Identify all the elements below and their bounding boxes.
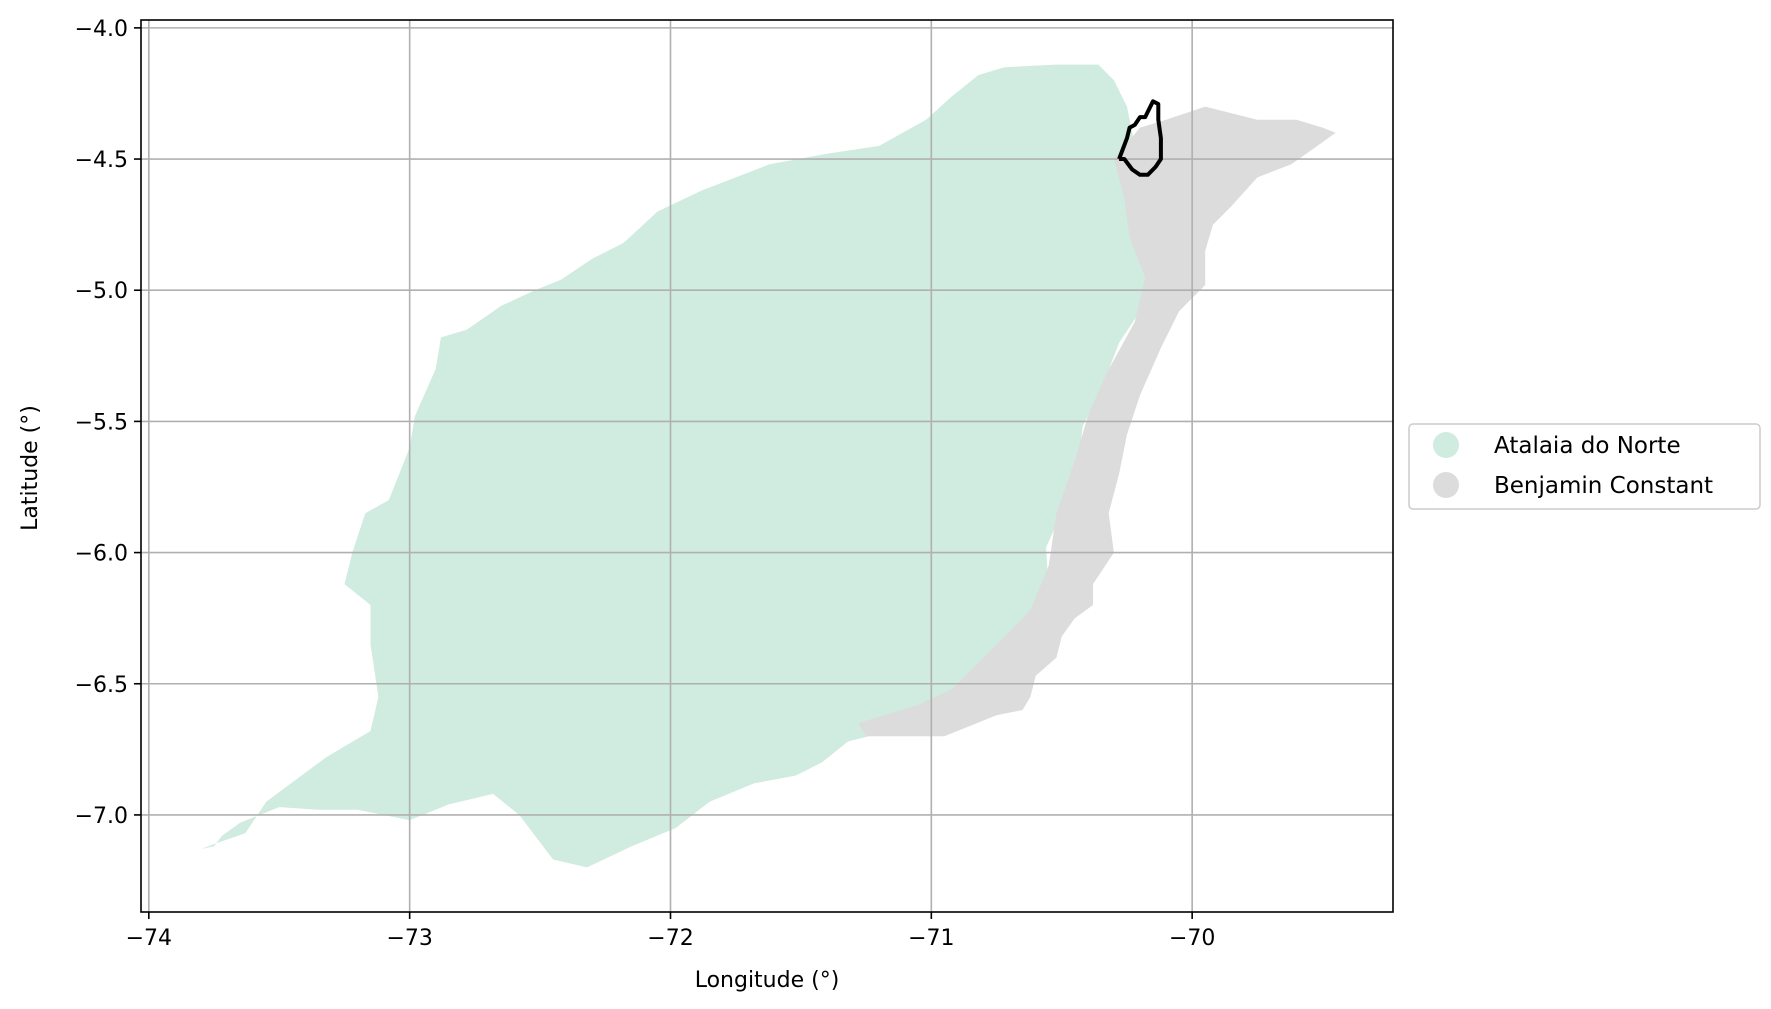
y-tick-label: −6.0 bbox=[75, 542, 128, 567]
y-tick-label: −7.0 bbox=[75, 804, 128, 829]
x-tick-label: −70 bbox=[1169, 926, 1215, 951]
x-tick-label: −71 bbox=[908, 926, 954, 951]
y-tick-label: −4.0 bbox=[75, 17, 128, 42]
legend-frame bbox=[1408, 423, 1761, 510]
y-tick-label: −5.0 bbox=[75, 279, 128, 304]
legend-label-atalaia-do-norte: Atalaia do Norte bbox=[1494, 433, 1681, 459]
x-tick-label: −72 bbox=[647, 926, 693, 951]
legend-marker-atalaia-do-norte bbox=[1433, 432, 1459, 458]
x-tick-label: −73 bbox=[386, 926, 432, 951]
plot-frame bbox=[140, 19, 1394, 913]
y-axis-ticks: −4.0 −4.5 −5.0 −5.5 −6.0 −6.5 −7.0 bbox=[75, 17, 141, 829]
x-axis-label: Longitude (°) bbox=[695, 968, 840, 993]
x-axis-ticks: −74 −73 −72 −71 −70 bbox=[126, 912, 1215, 951]
y-tick-label: −4.5 bbox=[75, 148, 128, 173]
legend-marker-benjamin-constant bbox=[1433, 472, 1459, 498]
legend-label-benjamin-constant: Benjamin Constant bbox=[1494, 473, 1713, 499]
region-atalaia-do-norte bbox=[201, 64, 1153, 868]
x-tick-label: −74 bbox=[126, 926, 172, 951]
grid-layer bbox=[141, 20, 1393, 912]
highlight-boundary bbox=[1117, 99, 1163, 177]
y-tick-label: −5.5 bbox=[75, 410, 128, 435]
y-tick-label: −6.5 bbox=[75, 673, 128, 698]
y-axis-label: Latitude (°) bbox=[18, 405, 43, 531]
legend: Atalaia do Norte Benjamin Constant bbox=[1408, 423, 1761, 510]
